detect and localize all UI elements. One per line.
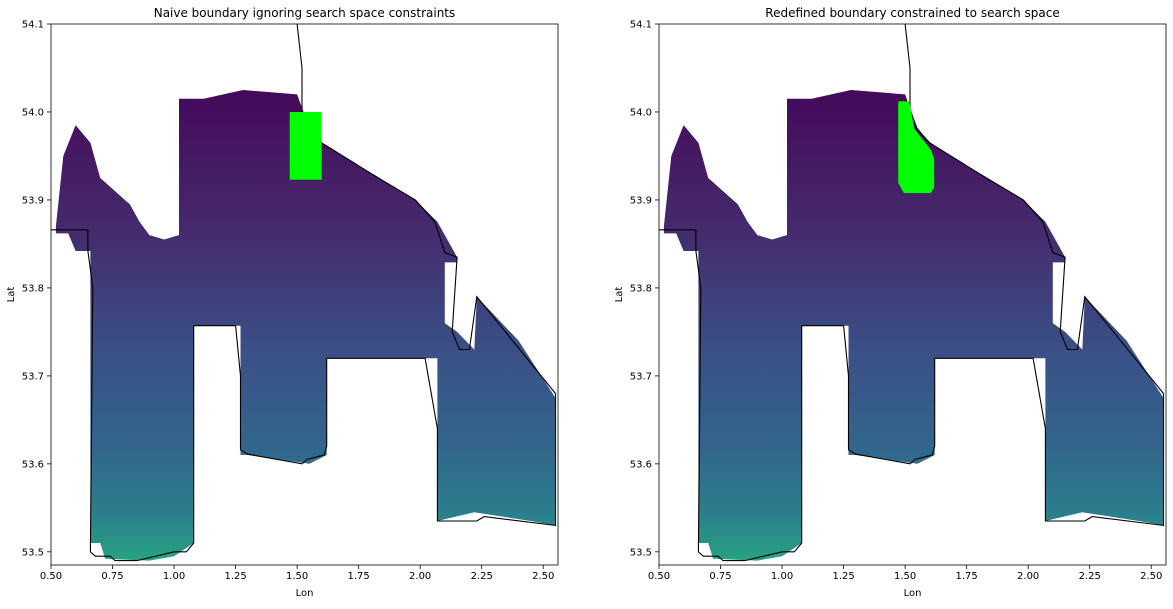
- right-depth-point-cloud: [663, 90, 1164, 561]
- left-x-tick-label: 0.75: [101, 571, 123, 582]
- left-y-tick-label: 53.5: [22, 547, 44, 558]
- right-y-tick-label: 54.1: [630, 20, 652, 31]
- right-x-tick-label: 1.00: [771, 571, 793, 582]
- right-x-axis-label: Lon: [904, 588, 922, 599]
- left-x-tick-label: 0.50: [40, 571, 62, 582]
- left-plot-area: [50, 23, 559, 566]
- right-x-tick-label: 2.00: [1017, 571, 1039, 582]
- right-x-tick-label: 2.50: [1140, 571, 1162, 582]
- left-y-ticks: 53.5 53.6 53.7 53.8 53.9 54.0 54.1: [22, 20, 51, 558]
- right-boundary-line: [659, 23, 1165, 562]
- left-y-tick-label: 54.0: [22, 107, 44, 118]
- left-chart-title: Naive boundary ignoring search space con…: [154, 6, 456, 20]
- left-axes-frame: [50, 23, 559, 566]
- left-highlight-region: [289, 112, 322, 180]
- right-x-tick-label: 2.25: [1079, 571, 1101, 582]
- left-x-tick-label: 1.50: [286, 571, 308, 582]
- left-y-tick-label: 53.6: [22, 459, 44, 470]
- right-y-tick-label: 53.5: [630, 547, 652, 558]
- left-x-tick-label: 1.00: [163, 571, 185, 582]
- left-y-tick-label: 53.9: [22, 195, 44, 206]
- right-panel: Redefined boundary constrained to search…: [614, 6, 1167, 599]
- right-y-tick-label: 53.6: [630, 459, 652, 470]
- left-y-tick-label: 53.7: [22, 371, 44, 382]
- left-y-tick-label: 53.8: [22, 283, 44, 294]
- left-x-tick-label: 1.25: [224, 571, 246, 582]
- right-y-tick-label: 53.8: [630, 283, 652, 294]
- right-x-tick-label: 1.75: [956, 571, 978, 582]
- right-highlight-region: [898, 101, 935, 194]
- right-x-tick-label: 0.75: [709, 571, 731, 582]
- left-x-tick-label: 2.25: [471, 571, 493, 582]
- right-y-tick-label: 53.9: [630, 195, 652, 206]
- left-x-axis-label: Lon: [296, 588, 314, 599]
- right-y-tick-label: 54.0: [630, 107, 652, 118]
- left-boundary-line: [51, 23, 557, 562]
- left-depth-point-cloud: [55, 90, 556, 561]
- right-x-ticks: 0.50 0.75 1.00 1.25 1.50 1.75 2.00 2.25 2.50: [648, 565, 1162, 582]
- left-x-tick-label: 2.00: [409, 571, 431, 582]
- right-chart-title: Redefined boundary constrained to search…: [765, 6, 1059, 20]
- right-y-ticks: 53.5 53.6 53.7 53.8 53.9 54.0 54.1: [630, 20, 659, 558]
- left-x-tick-label: 2.50: [532, 571, 554, 582]
- right-axes-frame: [658, 23, 1167, 566]
- left-y-tick-label: 54.1: [22, 20, 44, 31]
- right-x-tick-label: 1.25: [832, 571, 854, 582]
- right-y-tick-label: 53.7: [630, 371, 652, 382]
- left-panel: Naive boundary ignoring search space con…: [6, 6, 559, 599]
- left-x-tick-label: 1.75: [348, 571, 370, 582]
- right-x-tick-label: 1.50: [894, 571, 916, 582]
- right-y-axis-label: Lat: [614, 287, 625, 303]
- right-x-tick-label: 0.50: [648, 571, 670, 582]
- left-y-axis-label: Lat: [6, 287, 17, 303]
- right-plot-area: [658, 23, 1167, 566]
- left-x-ticks: 0.50 0.75 1.00 1.25 1.50 1.75 2.00 2.25 2.50: [40, 565, 554, 582]
